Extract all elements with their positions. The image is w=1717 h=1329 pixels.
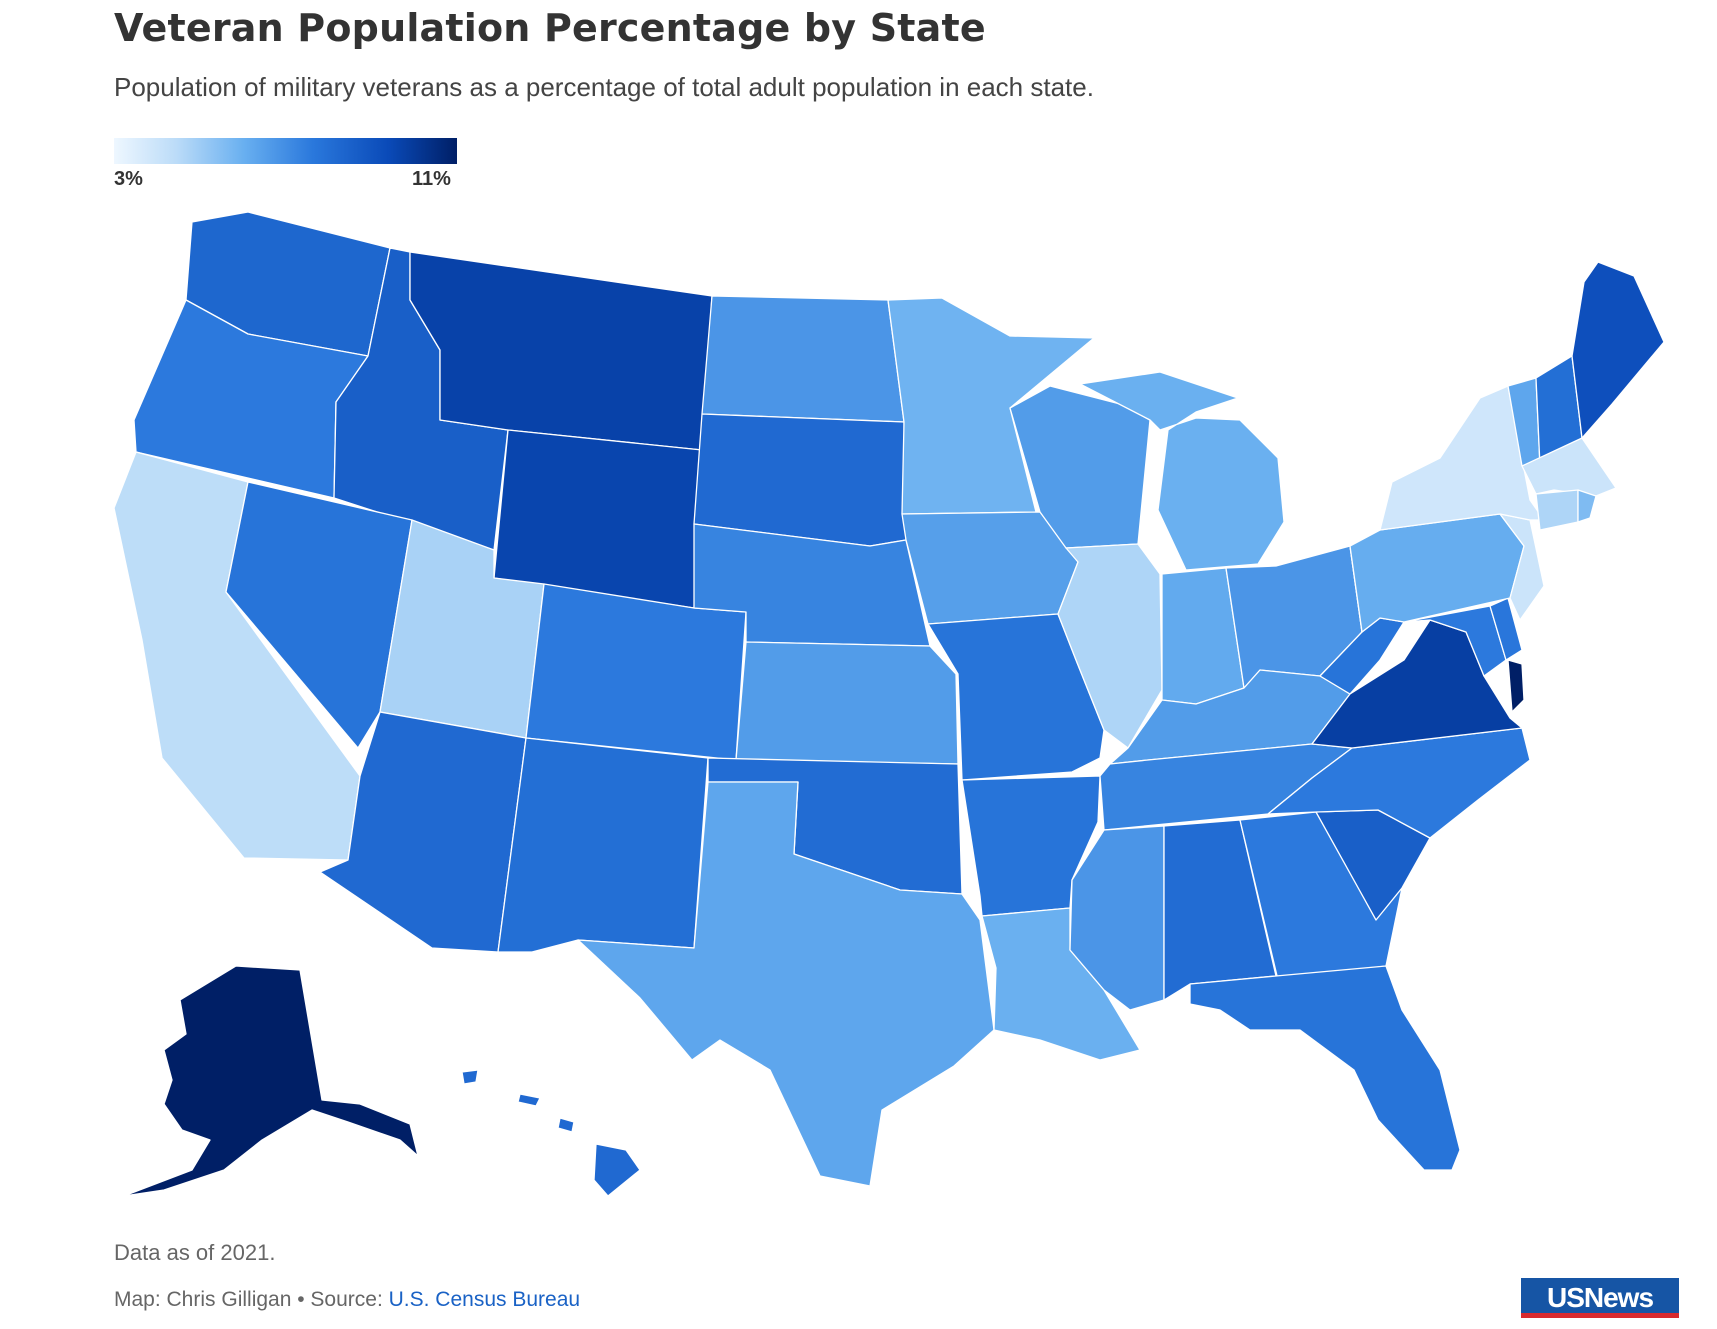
state-new-mexico[interactable] (497, 737, 709, 953)
state-florida[interactable] (1189, 965, 1461, 1171)
state-nevada[interactable] (225, 481, 413, 749)
color-scale-legend (114, 138, 457, 164)
usnews-logo[interactable]: USNews (1521, 1278, 1679, 1318)
state-connecticut[interactable] (1535, 489, 1579, 531)
legend-max-label: 11% (412, 168, 451, 190)
state-alaska[interactable] (123, 965, 419, 1197)
state-michigan[interactable] (1079, 371, 1285, 571)
state-mississippi[interactable] (1069, 825, 1165, 1011)
state-south-dakota[interactable] (693, 413, 907, 547)
source-link[interactable]: U.S. Census Bureau (388, 1288, 581, 1311)
credit-prefix: Map: Chris Gilligan • Source: (114, 1288, 389, 1311)
page-subtitle: Population of military veterans as a per… (114, 72, 1094, 102)
state-montana[interactable] (409, 251, 713, 451)
state-texas[interactable] (577, 781, 995, 1187)
state-hawaii[interactable] (461, 1069, 641, 1197)
logo-text: USNews (1546, 1282, 1654, 1313)
state-delaware[interactable] (1489, 597, 1523, 661)
state-north-dakota[interactable] (701, 295, 905, 423)
state-colorado[interactable] (525, 583, 747, 761)
page-title: Veteran Population Percentage by State (114, 6, 986, 50)
state-maine[interactable] (1571, 261, 1665, 439)
map-credit: Map: Chris Gilligan • Source: U.S. Censu… (114, 1288, 580, 1312)
state-rhode-island[interactable] (1577, 489, 1597, 523)
state-north-carolina[interactable] (1267, 727, 1531, 839)
data-note: Data as of 2021. (114, 1240, 276, 1265)
legend-min-label: 3% (114, 168, 143, 190)
state-wisconsin[interactable] (1009, 385, 1151, 549)
state-kansas[interactable] (735, 641, 959, 765)
logo-stripe (1521, 1313, 1679, 1318)
state-illinois[interactable] (1057, 543, 1163, 749)
state-district-of-columbia[interactable] (1507, 659, 1525, 713)
